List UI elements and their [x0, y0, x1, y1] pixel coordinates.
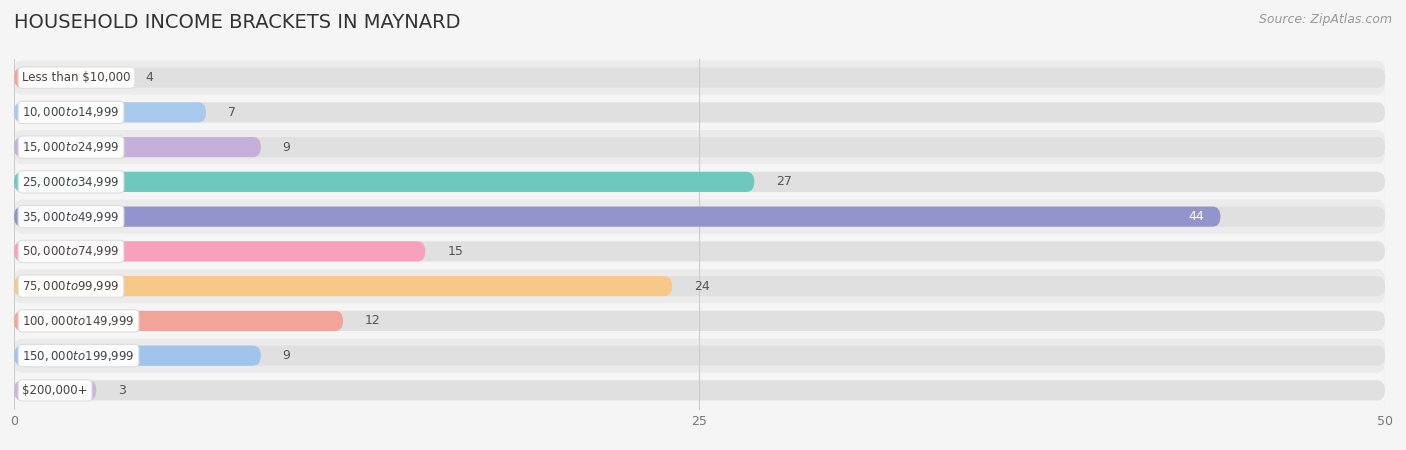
FancyBboxPatch shape: [14, 234, 1385, 268]
FancyBboxPatch shape: [14, 172, 1385, 192]
FancyBboxPatch shape: [14, 102, 207, 122]
Text: $100,000 to $149,999: $100,000 to $149,999: [22, 314, 135, 328]
FancyBboxPatch shape: [14, 207, 1220, 227]
Text: 7: 7: [228, 106, 236, 119]
FancyBboxPatch shape: [14, 68, 1385, 88]
FancyBboxPatch shape: [14, 200, 1385, 234]
FancyBboxPatch shape: [14, 276, 1385, 296]
FancyBboxPatch shape: [14, 241, 1385, 261]
Text: Less than $10,000: Less than $10,000: [22, 71, 131, 84]
Text: $75,000 to $99,999: $75,000 to $99,999: [22, 279, 120, 293]
FancyBboxPatch shape: [14, 311, 1385, 331]
Text: 27: 27: [776, 176, 792, 189]
Text: $15,000 to $24,999: $15,000 to $24,999: [22, 140, 120, 154]
Text: 24: 24: [695, 279, 710, 292]
FancyBboxPatch shape: [14, 346, 1385, 366]
FancyBboxPatch shape: [14, 269, 1385, 303]
FancyBboxPatch shape: [14, 130, 1385, 164]
FancyBboxPatch shape: [14, 172, 754, 192]
Text: 12: 12: [366, 315, 381, 328]
Text: Source: ZipAtlas.com: Source: ZipAtlas.com: [1258, 14, 1392, 27]
Text: HOUSEHOLD INCOME BRACKETS IN MAYNARD: HOUSEHOLD INCOME BRACKETS IN MAYNARD: [14, 14, 461, 32]
Text: $150,000 to $199,999: $150,000 to $199,999: [22, 349, 135, 363]
FancyBboxPatch shape: [14, 304, 1385, 338]
Text: $200,000+: $200,000+: [22, 384, 87, 397]
FancyBboxPatch shape: [14, 165, 1385, 199]
FancyBboxPatch shape: [14, 61, 1385, 94]
FancyBboxPatch shape: [14, 207, 1385, 227]
FancyBboxPatch shape: [14, 311, 343, 331]
Text: 44: 44: [1188, 210, 1204, 223]
Text: 15: 15: [447, 245, 463, 258]
FancyBboxPatch shape: [14, 137, 262, 157]
FancyBboxPatch shape: [14, 95, 1385, 130]
Text: $10,000 to $14,999: $10,000 to $14,999: [22, 105, 120, 119]
FancyBboxPatch shape: [14, 241, 425, 261]
FancyBboxPatch shape: [14, 374, 1385, 407]
Text: $35,000 to $49,999: $35,000 to $49,999: [22, 210, 120, 224]
FancyBboxPatch shape: [14, 137, 1385, 157]
Text: $50,000 to $74,999: $50,000 to $74,999: [22, 244, 120, 258]
FancyBboxPatch shape: [14, 338, 1385, 373]
FancyBboxPatch shape: [14, 276, 672, 296]
FancyBboxPatch shape: [14, 346, 262, 366]
Text: 9: 9: [283, 140, 291, 153]
FancyBboxPatch shape: [14, 380, 1385, 400]
Text: 9: 9: [283, 349, 291, 362]
FancyBboxPatch shape: [14, 68, 124, 88]
FancyBboxPatch shape: [14, 102, 1385, 122]
Text: 4: 4: [146, 71, 153, 84]
Text: $25,000 to $34,999: $25,000 to $34,999: [22, 175, 120, 189]
FancyBboxPatch shape: [14, 380, 96, 400]
Text: 3: 3: [118, 384, 127, 397]
